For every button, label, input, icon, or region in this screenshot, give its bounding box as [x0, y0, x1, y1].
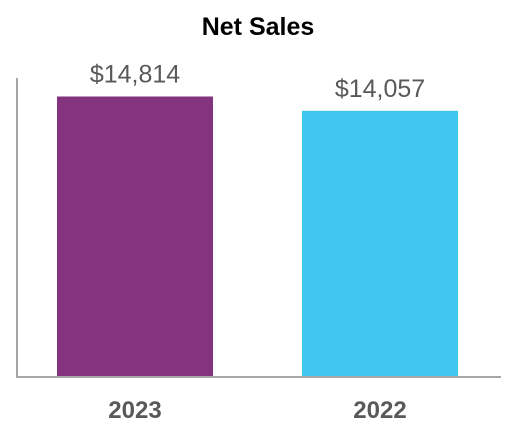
labels-layer: $14,814 2023 $14,057 2022	[90, 61, 425, 425]
bar-2022	[302, 110, 458, 377]
data-label-2022: $14,057	[335, 75, 425, 103]
data-label-2023: $14,814	[90, 61, 180, 89]
bar-2023	[57, 96, 213, 376]
x-tick-label-2022: 2022	[353, 397, 406, 424]
x-tick-label-2023: 2023	[108, 397, 161, 424]
bars-layer	[57, 96, 458, 377]
chart-title: Net Sales	[202, 13, 315, 41]
